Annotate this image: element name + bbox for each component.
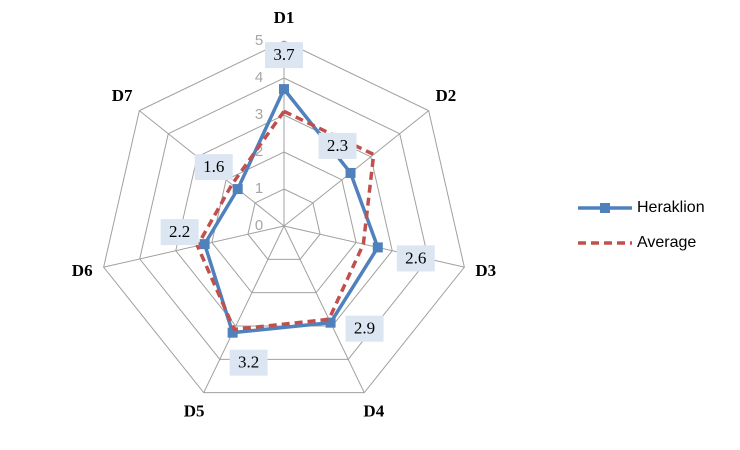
marker <box>279 84 289 95</box>
r-tick-label: 1 <box>255 180 263 197</box>
r-tick-label: 0 <box>255 217 263 234</box>
category-label: D6 <box>72 261 93 280</box>
data-label: 2.2 <box>169 222 190 241</box>
data-label: 3.7 <box>273 45 295 64</box>
spoke <box>283 225 365 393</box>
category-label: D4 <box>363 401 384 420</box>
grid-ring <box>139 77 429 360</box>
legend-marker <box>600 203 610 213</box>
category-label: D7 <box>112 86 133 105</box>
data-label: 1.6 <box>203 157 224 176</box>
data-label: 2.9 <box>354 319 375 338</box>
marker <box>345 167 356 178</box>
r-tick-label: 3 <box>255 106 263 123</box>
marker <box>199 239 210 250</box>
marker <box>325 317 336 328</box>
data-label-box <box>345 315 384 342</box>
spoke <box>283 110 429 227</box>
legend-label: Heraklion <box>637 199 705 216</box>
marker <box>227 327 238 338</box>
r-tick-label: 4 <box>255 69 263 86</box>
grid-ring <box>247 188 321 260</box>
data-label-box <box>160 219 199 246</box>
category-label: D2 <box>435 86 456 105</box>
data-label-box <box>265 42 303 69</box>
data-label-box <box>318 132 357 159</box>
data-label: 2.6 <box>405 248 426 267</box>
data-label: 2.3 <box>327 136 348 155</box>
data-label-box <box>229 349 268 376</box>
marker <box>372 242 383 253</box>
r-tick-label: 2 <box>255 143 263 160</box>
legend-label: Average <box>637 234 696 251</box>
spoke <box>203 225 285 393</box>
r-tick-label: 5 <box>255 32 263 49</box>
spoke <box>103 225 285 268</box>
marker <box>232 184 243 195</box>
grid-ring <box>211 151 357 294</box>
category-label: D3 <box>475 261 496 280</box>
category-label: D1 <box>274 8 295 27</box>
data-label: 3.2 <box>238 353 259 372</box>
series-line <box>202 87 380 335</box>
data-label-box <box>194 154 233 181</box>
data-label-box <box>396 245 435 272</box>
category-label: D5 <box>184 401 205 420</box>
grid-ring <box>103 40 465 394</box>
